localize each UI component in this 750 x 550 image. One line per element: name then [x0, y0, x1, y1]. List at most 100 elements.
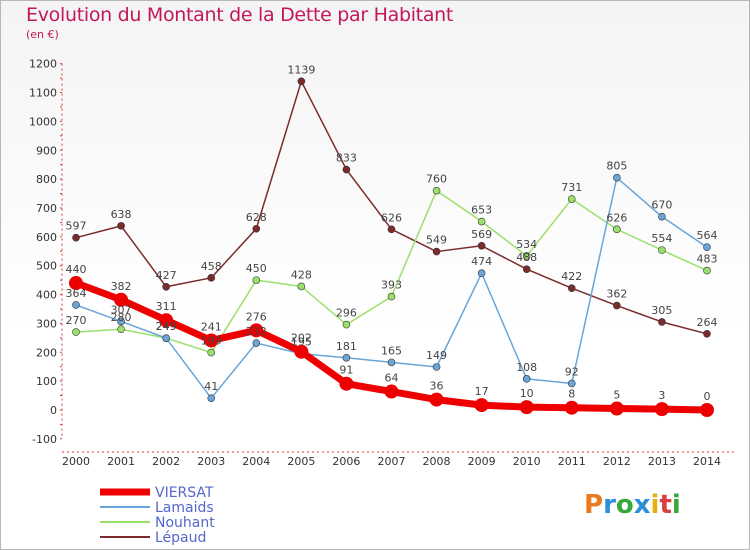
- data-label: 1139: [287, 63, 315, 76]
- y-tick-label: 400: [36, 289, 57, 302]
- y-tick-label: 300: [36, 317, 57, 330]
- data-label: 249: [156, 320, 177, 333]
- x-tick-label: 2010: [513, 455, 541, 468]
- data-point: [613, 225, 621, 234]
- data-point: [72, 301, 80, 309]
- legend-label: Lamaids: [155, 500, 214, 516]
- data-point: [252, 276, 261, 284]
- data-point: [564, 400, 579, 415]
- chart-subtitle: (en €): [26, 28, 59, 41]
- data-label: 653: [471, 204, 492, 217]
- data-label: 3: [658, 389, 665, 402]
- data-label: 91: [339, 364, 353, 377]
- data-label: 833: [336, 152, 357, 165]
- data-point: [519, 400, 534, 415]
- x-tick-label: 2005: [287, 455, 315, 468]
- x-tick-label: 2012: [603, 455, 631, 468]
- data-point: [72, 328, 80, 336]
- data-point: [294, 344, 309, 359]
- data-label: 5: [613, 389, 620, 402]
- legend-label: VIERSAT: [155, 485, 214, 501]
- data-label: 428: [291, 268, 312, 281]
- data-label: 249: [156, 320, 177, 333]
- data-label: 41: [204, 380, 218, 393]
- data-point: [477, 217, 486, 226]
- data-label: 450: [246, 262, 267, 275]
- data-label: 307: [111, 303, 132, 316]
- y-tick-label: 1200: [29, 58, 57, 71]
- data-label: 305: [651, 304, 672, 317]
- chart-title: Evolution du Montant de la Dette par Hab…: [26, 4, 454, 26]
- proxiti-logo: Proxiti: [584, 490, 681, 520]
- data-label: 626: [606, 211, 627, 224]
- y-tick-label: 500: [36, 260, 57, 273]
- data-label: 195: [291, 336, 312, 349]
- data-point: [477, 269, 486, 278]
- data-point: [477, 241, 486, 250]
- x-tick-label: 2013: [648, 455, 676, 468]
- y-tick-label: 100: [36, 375, 57, 388]
- data-label: 597: [66, 220, 87, 233]
- data-point: [204, 333, 219, 348]
- data-label: 364: [66, 287, 87, 300]
- data-point: [432, 247, 441, 256]
- data-point: [297, 77, 306, 86]
- data-label: 569: [471, 228, 492, 241]
- data-point: [703, 243, 711, 252]
- data-point: [69, 276, 83, 291]
- x-tick-label: 2003: [197, 455, 225, 468]
- data-point: [159, 313, 174, 328]
- data-label: 0: [703, 390, 710, 403]
- data-label: 264: [696, 316, 717, 329]
- data-point: [429, 392, 444, 407]
- data-label: 458: [201, 260, 222, 273]
- x-tick-label: 2006: [332, 455, 360, 468]
- data-point: [207, 394, 216, 402]
- data-point: [567, 284, 576, 293]
- data-label: 241: [201, 320, 222, 333]
- data-label: 760: [426, 173, 447, 186]
- data-label: 474: [471, 255, 492, 268]
- y-tick-label: 800: [36, 173, 57, 186]
- x-tick-label: 2000: [62, 455, 90, 468]
- legend-label: Nouhant: [155, 515, 215, 531]
- data-point: [522, 265, 531, 273]
- data-point: [384, 384, 399, 399]
- data-label: 534: [516, 238, 537, 251]
- data-label: 670: [651, 199, 672, 212]
- data-point: [252, 339, 261, 347]
- data-label: 488: [516, 251, 537, 264]
- data-point: [114, 292, 129, 307]
- data-label: 10: [520, 387, 534, 400]
- data-point: [297, 282, 306, 291]
- data-label: 626: [381, 211, 402, 224]
- data-point: [117, 325, 125, 333]
- data-label: 731: [561, 181, 582, 194]
- data-label: 362: [606, 288, 627, 301]
- data-point: [162, 282, 170, 291]
- data-point: [72, 233, 80, 242]
- data-label: 483: [696, 253, 717, 266]
- data-label: 440: [66, 263, 87, 276]
- data-label: 393: [381, 279, 402, 292]
- data-point: [703, 266, 711, 275]
- y-tick-label: -100: [32, 433, 57, 446]
- data-label: 427: [156, 269, 177, 282]
- data-point: [207, 348, 216, 357]
- data-label: 36: [430, 380, 444, 393]
- data-point: [342, 165, 351, 174]
- data-point: [117, 222, 125, 230]
- data-point: [609, 401, 624, 416]
- data-label: 564: [696, 229, 717, 242]
- x-tick-label: 2007: [377, 455, 405, 468]
- data-label: 382: [111, 280, 132, 293]
- data-point: [387, 358, 396, 367]
- x-tick-label: 2001: [107, 455, 135, 468]
- data-point: [432, 186, 441, 195]
- x-tick-label: 2004: [242, 455, 270, 468]
- data-label: 8: [568, 388, 575, 401]
- data-label: 92: [565, 365, 579, 378]
- y-tick-label: 600: [36, 231, 57, 244]
- data-label: 202: [291, 332, 312, 345]
